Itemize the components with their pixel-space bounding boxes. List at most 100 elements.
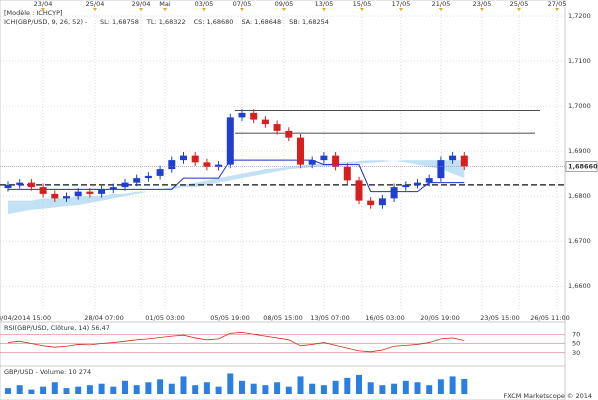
volume-bar [110, 386, 117, 394]
rsi-title: RSI(GBP/USD, Clôture, 14) 56,47 [4, 324, 110, 332]
volume-bar [379, 385, 386, 394]
rsi-line [7, 331, 465, 353]
legend-entry: SL: 1,68758 [100, 18, 139, 26]
y-tick-label: 1,6900 [568, 147, 591, 155]
candle-body [39, 187, 47, 194]
top-date-label: 07/05 [233, 0, 252, 8]
candle-body [98, 189, 106, 194]
volume-bar [5, 388, 11, 394]
volume-bar [461, 378, 468, 394]
top-date-label: 09/05 [275, 0, 294, 8]
y-tick-label: 1,6700 [568, 237, 591, 245]
candle-body [109, 187, 117, 190]
y-tick-label: 1,6600 [568, 282, 591, 290]
x-tick-label: 13/05 07:00 [310, 314, 350, 322]
volume-bar [133, 385, 140, 394]
legend-entry: SA: 1,68648 [241, 18, 281, 26]
y-tick-label: 70 [572, 330, 580, 338]
candle-body [437, 160, 445, 179]
candle-body [226, 117, 234, 165]
candle-body [191, 155, 199, 163]
y-tick-label: 1,7200 [568, 12, 591, 20]
candle-body [460, 155, 468, 167]
x-tick-label: 01/05 03:00 [145, 314, 185, 322]
top-date-label: 17/05 [392, 0, 411, 8]
kijun-line [8, 159, 465, 193]
volume-bar [320, 385, 327, 394]
volume-bar [414, 382, 421, 394]
candle-body [332, 155, 340, 167]
volume-bar [98, 383, 105, 394]
candle-body [86, 191, 94, 194]
candle-body [414, 182, 421, 185]
x-tick-label: 28/04 07:00 [84, 314, 124, 322]
candle-body [121, 182, 129, 188]
candle-body [297, 137, 304, 165]
session-marker [240, 8, 244, 11]
candle-body [63, 196, 70, 199]
candle-body [144, 175, 152, 179]
top-date-label: 23/05 [473, 0, 492, 8]
session-marker [517, 8, 521, 11]
top-date-label: 13/05 [315, 0, 334, 8]
session-marker [163, 8, 167, 11]
candle-body [215, 164, 223, 167]
volume-bar [391, 383, 398, 394]
model-label: [Modèle : ICHCYP] [4, 9, 63, 17]
x-tick-label: 08/05 15:00 [263, 314, 303, 322]
x-tick-label: 16/05 03:00 [365, 314, 405, 322]
volume-bar [180, 376, 187, 394]
candle-body [156, 169, 164, 176]
session-marker [555, 8, 559, 11]
volume-bar [16, 385, 23, 394]
candle-body [390, 187, 398, 199]
volume-bar [215, 386, 222, 394]
volume-bar [239, 380, 245, 394]
volume-bar [203, 382, 210, 394]
candle-body [27, 182, 35, 188]
session-marker [282, 8, 286, 11]
candle-body [285, 130, 293, 138]
session-marker [480, 8, 484, 11]
volume-bar [402, 380, 409, 394]
volume-bar [168, 383, 175, 394]
volume-bar [86, 385, 93, 394]
top-date-label: 25/05 [510, 0, 529, 8]
indicator-label: ICH(GBP/USD, 9, 26, 52) - [4, 18, 88, 26]
candle-body [355, 180, 363, 201]
y-tick-label: 30 [572, 349, 580, 357]
x-tick-label: 05/05 19:00 [210, 314, 250, 322]
footer: FXCM Marketscope © 2014 [503, 392, 592, 400]
y-tick-label: 1,7100 [568, 57, 591, 65]
candle-body [425, 178, 433, 183]
volume-bar [40, 386, 47, 394]
last-price-label: 1,68660 [568, 162, 598, 170]
volume-bar [449, 376, 456, 394]
volume-bar [274, 382, 281, 394]
x-tick-label: 23/05 15:00 [480, 314, 520, 322]
volume-bar [157, 379, 164, 394]
volume-bar [344, 377, 351, 394]
candle-body [261, 119, 269, 125]
top-date-label: 25/04 [86, 0, 105, 8]
top-date-label: 21/05 [432, 0, 451, 8]
candle-body [74, 191, 82, 197]
volume-bar [51, 382, 58, 394]
y-tick-label: 1,7000 [568, 102, 591, 110]
session-marker [322, 8, 326, 11]
volume-bar [356, 374, 362, 394]
volume-bar [332, 380, 339, 394]
top-date-label: 03/05 [195, 0, 214, 8]
top-date-label: 23/04 [34, 0, 53, 8]
session-marker [360, 8, 364, 11]
x-tick-label: 20/05 19:00 [420, 314, 460, 322]
volume-bar [28, 389, 35, 394]
candle-body [402, 184, 410, 188]
candle-body [343, 166, 351, 181]
volume-bar [309, 383, 316, 394]
session-marker [399, 8, 403, 11]
top-date-label: 27/05 [548, 0, 567, 8]
x-tick-label: 18/04/2014 15:00 [0, 314, 51, 322]
session-marker [439, 8, 443, 11]
